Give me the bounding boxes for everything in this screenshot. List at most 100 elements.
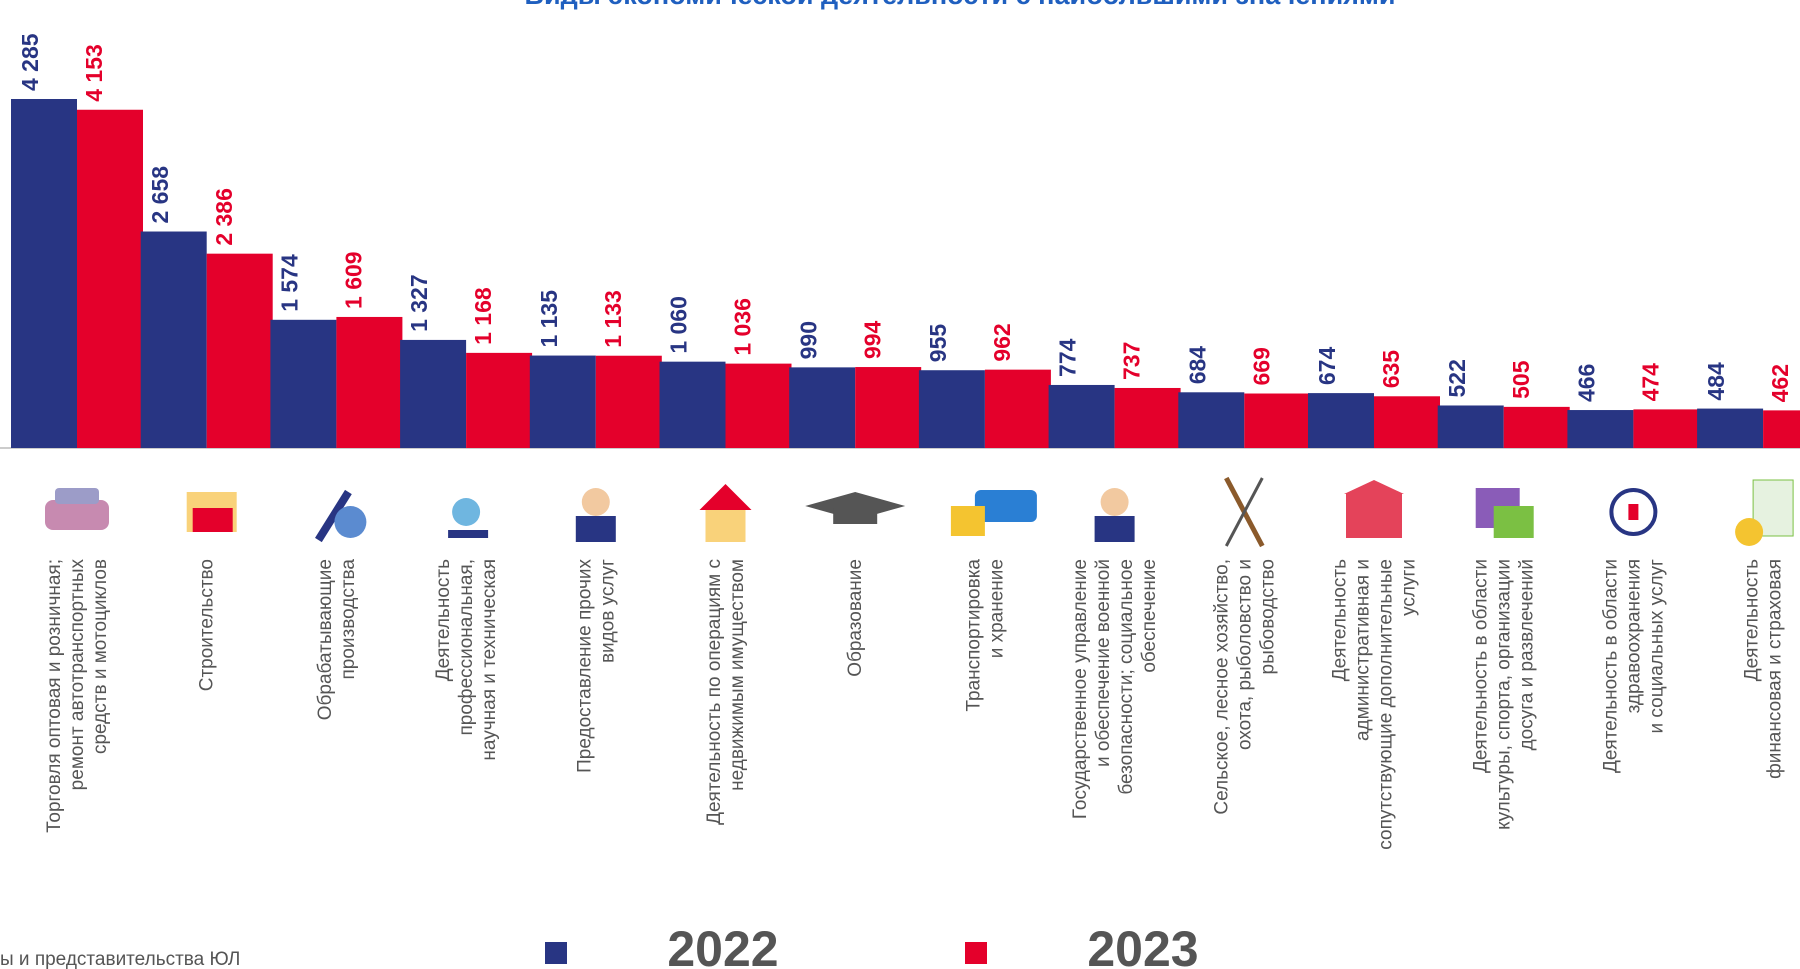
icon-part	[1094, 516, 1135, 542]
icon-part	[1224, 477, 1264, 547]
icon-part	[1493, 506, 1534, 538]
category-label: Образование	[845, 559, 866, 677]
category-icon	[1094, 488, 1135, 542]
bar	[1178, 392, 1245, 448]
icon-part	[705, 510, 746, 542]
category-icon	[1224, 476, 1265, 548]
category-icon	[1735, 479, 1794, 546]
value-label: 466	[1573, 364, 1599, 402]
category-label: Деятельность в области здравоохранения и с…	[1600, 559, 1667, 773]
category-label: Торговля оптовая и розничная; ремонт авто…	[44, 559, 111, 833]
icon-part	[581, 488, 610, 516]
bar	[11, 99, 77, 448]
value-label: 684	[1184, 346, 1210, 385]
category-icon	[1344, 480, 1404, 538]
value-label: 1 133	[600, 290, 626, 348]
value-label: 484	[1703, 362, 1729, 401]
value-label: 4 153	[81, 44, 107, 102]
bar	[1437, 405, 1504, 448]
bar	[595, 355, 662, 448]
category-label: Предоставление прочих видов услуг	[574, 559, 618, 773]
category-icon	[315, 489, 367, 543]
icon-part	[192, 508, 233, 532]
icon-part	[1344, 480, 1404, 494]
bar	[77, 109, 143, 449]
icon-part	[334, 506, 367, 538]
legend-label: 2023	[1087, 921, 1198, 969]
bar	[1697, 408, 1764, 448]
chart-title: Виды экономической деятельности с наибол…	[524, 0, 1395, 10]
value-label: 1 135	[536, 290, 562, 348]
category-label: Сельское, лесное хозяйство, охота, рыболо…	[1211, 559, 1278, 815]
icon-part	[315, 489, 352, 543]
icon-part	[575, 516, 616, 542]
bar	[725, 363, 792, 448]
category-icon	[575, 488, 616, 542]
value-label: 1 327	[406, 274, 432, 332]
category-icon	[699, 484, 752, 542]
icon-part	[55, 488, 99, 504]
bar	[855, 367, 922, 448]
value-label: 2 658	[147, 166, 173, 224]
bar	[270, 319, 337, 448]
bar	[789, 367, 856, 448]
value-label: 462	[1767, 364, 1793, 402]
category-icon	[1475, 488, 1534, 538]
bar	[984, 369, 1051, 448]
bar	[659, 361, 726, 448]
value-label: 1 609	[340, 251, 366, 309]
category-icon	[45, 488, 109, 530]
icon-part	[452, 498, 481, 526]
legend-swatch	[545, 942, 567, 964]
icon-part	[950, 506, 985, 536]
legend-label: 2022	[667, 921, 778, 969]
category-label: Транспортировка и хранение	[963, 559, 1007, 712]
bar	[1244, 393, 1311, 448]
bar	[1308, 393, 1374, 448]
value-label: 522	[1444, 359, 1470, 397]
bar	[1374, 396, 1440, 448]
legend-swatch	[965, 942, 987, 964]
category-label: Деятельность по операциям с недвижимым им…	[704, 559, 748, 825]
category-icon	[186, 492, 237, 532]
icon-part	[1609, 488, 1658, 536]
bar	[1503, 406, 1570, 448]
category-icon	[950, 490, 1037, 536]
value-label: 674	[1314, 347, 1340, 386]
icon-part	[833, 508, 878, 524]
category-label: Строительство	[197, 559, 218, 691]
bar	[140, 231, 207, 448]
value-label: 737	[1119, 342, 1145, 380]
value-label: 669	[1248, 347, 1274, 385]
category-label: Деятельность профессиональная, научная и т…	[433, 559, 500, 761]
value-label: 474	[1637, 363, 1663, 402]
bar	[1114, 387, 1181, 448]
value-label: 505	[1508, 360, 1534, 399]
value-label: 635	[1378, 350, 1404, 389]
value-label: 1 574	[276, 254, 302, 312]
bar	[336, 316, 403, 448]
category-label: Деятельность административная и сопутствую…	[1330, 559, 1420, 850]
value-label: 1 036	[730, 298, 756, 356]
category-icon	[448, 498, 489, 538]
icon-part	[448, 530, 489, 538]
bar	[206, 253, 273, 448]
bar	[1633, 409, 1700, 448]
value-label: 4 285	[17, 33, 43, 91]
category-label: Государственное управление и обеспечение …	[1070, 559, 1160, 819]
category-label: Обрабатывающие производства	[315, 559, 359, 721]
icon-part	[974, 490, 1037, 522]
icon-part	[1346, 494, 1402, 538]
footnote: ы и представительства ЮЛ	[0, 949, 240, 969]
value-label: 1 168	[470, 287, 496, 345]
value-label: 962	[989, 323, 1015, 361]
value-label: 1 060	[666, 296, 692, 354]
value-label: 2 386	[211, 188, 237, 246]
bar	[918, 370, 985, 448]
bar	[466, 352, 533, 448]
bar	[400, 339, 467, 448]
bar	[1048, 384, 1115, 448]
category-label: Деятельность финансовая и страховая	[1742, 559, 1786, 779]
category-icon	[1609, 488, 1658, 536]
